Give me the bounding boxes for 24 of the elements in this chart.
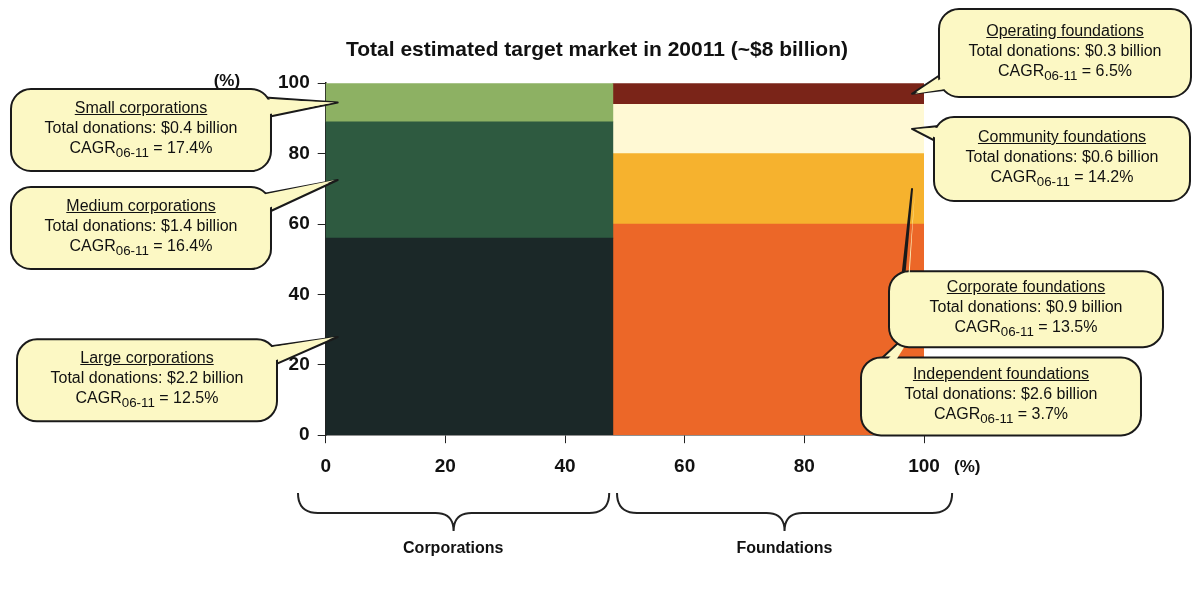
text: Operating foundations Total donations: $0.3 billion CAGR$_{06-11}$ = 6.5% (967, 21, 1163, 85)
text: Foundations (736, 539, 833, 558)
x-tick-label: 60 (674, 454, 696, 476)
text: Small corporations Total donations: $0.4 billion CAGR$_{06-11}$ = 17.4% (43, 98, 239, 162)
text: Corporations (403, 539, 504, 558)
x-tick-label: 40 (554, 454, 576, 476)
x-tick-label: 20 (434, 454, 456, 476)
x-tick-label: 0 (320, 454, 331, 476)
y-tick-label: 20 (288, 353, 310, 375)
text: Corporate foundations Total donations: $0.9 billion CAGR$_{06-11}$ = 13.5% (928, 277, 1124, 341)
y-tick-label: 80 (288, 141, 310, 163)
x-tick-label: 100 (908, 454, 940, 476)
y-axis-title: (%) (213, 71, 241, 92)
x-axis-title: (%) (954, 457, 981, 478)
chart-title: Total estimated target market in 20011 (~$8 billion) (345, 37, 849, 61)
y-tick-label: 0 (299, 423, 310, 445)
text: Community foundations Total donations: $0.6 billion CAGR$_{06-11}$ = 14.2% (964, 127, 1160, 191)
y-tick-label: 40 (288, 282, 310, 304)
annotation: Independent foundations Total donations: $2.6 billion CAGR$_{06-11}$ = 3.7% (903, 364, 1099, 428)
text: Medium corporations Total donations: $1.4 billion CAGR$_{06-11}$ = 16.4% (43, 196, 239, 260)
y-tick-label: 60 (288, 212, 310, 234)
y-tick-label: 100 (278, 71, 310, 93)
x-tick-label: 80 (793, 454, 815, 476)
text: Large corporations Total donations: $2.2 billion CAGR$_{06-11}$ = 12.5% (49, 348, 245, 412)
